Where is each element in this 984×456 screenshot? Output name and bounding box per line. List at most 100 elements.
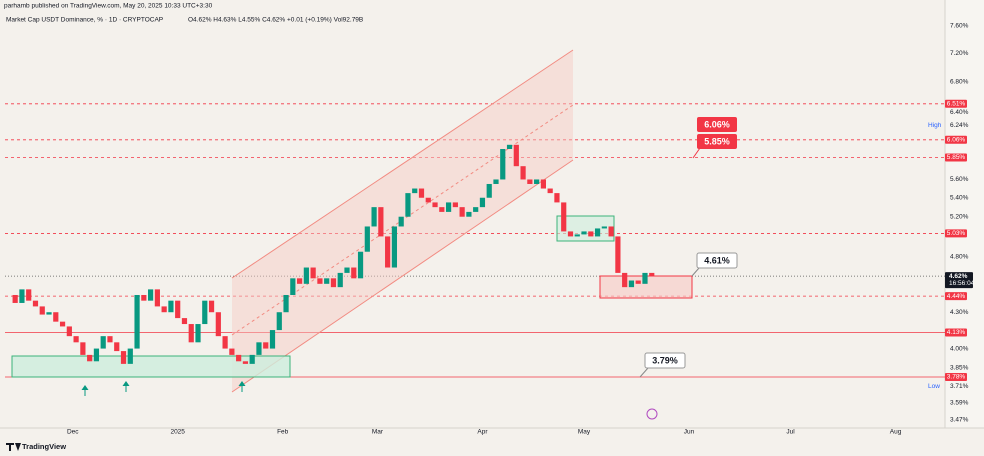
candle (32, 300, 39, 307)
candle (506, 144, 513, 150)
current-label: 4.62% (949, 273, 968, 280)
candle (120, 351, 127, 364)
candle (540, 179, 547, 189)
callout-label: 5.85% (704, 136, 730, 146)
candle (418, 188, 425, 198)
candle (202, 300, 208, 325)
candle (59, 321, 66, 327)
y-tick-label: 7.60% (950, 23, 969, 30)
candle (236, 354, 242, 362)
level-label: 4.13% (947, 329, 966, 336)
support-box (11, 355, 291, 378)
candle (622, 272, 628, 288)
candle (93, 348, 100, 362)
candle (445, 202, 452, 212)
candle (513, 144, 519, 167)
candle (615, 236, 621, 273)
level-badge (945, 372, 967, 381)
candle (53, 312, 59, 322)
candle (249, 354, 255, 364)
candle (154, 289, 160, 307)
candle (344, 267, 350, 273)
x-tick-label: Apr (477, 429, 488, 436)
level-badge (945, 153, 967, 162)
candle (324, 278, 330, 284)
candle (425, 197, 431, 203)
candle (12, 294, 18, 303)
candle (242, 361, 249, 364)
level-label: 5.03% (947, 230, 966, 237)
candle (412, 188, 418, 194)
candle (161, 306, 167, 313)
candle (479, 197, 486, 208)
channel-line (231, 159, 574, 393)
x-tick-label: Jul (786, 429, 795, 436)
candle (114, 342, 120, 352)
candle (39, 306, 45, 315)
candle (459, 207, 465, 217)
candle (473, 207, 479, 212)
level-badge (945, 328, 967, 337)
candle (215, 312, 221, 337)
candle (148, 289, 154, 301)
candle (364, 226, 370, 252)
candle (66, 326, 72, 337)
candle (195, 324, 201, 343)
y-tick-label: 4.30% (950, 309, 969, 316)
candle (385, 236, 391, 268)
candle (371, 207, 377, 227)
x-tick-label: Mar (372, 429, 384, 436)
candle (527, 179, 533, 184)
candle (208, 300, 215, 313)
level-label: 6.06% (947, 137, 966, 144)
x-tick-label: 2025 (170, 429, 185, 436)
y-tick-label: 5.40% (950, 194, 969, 201)
y-tick-label: 4.00% (950, 345, 969, 352)
candle (263, 342, 269, 349)
candle (134, 294, 140, 349)
candle (26, 289, 32, 301)
candle (357, 251, 364, 279)
y-tick-label: 5.20% (950, 213, 969, 220)
high-name: High (928, 122, 942, 129)
candle (229, 348, 235, 355)
level-label: 5.85% (947, 154, 966, 161)
candle (493, 179, 499, 184)
candle (330, 278, 337, 288)
arrow-icon (122, 381, 130, 392)
channel-line (231, 49, 574, 279)
candle (181, 318, 188, 325)
candle (628, 280, 635, 288)
x-tick-label: May (578, 429, 591, 436)
candle (175, 300, 181, 319)
level-badge (945, 229, 967, 238)
level-label: 4.44% (947, 293, 966, 300)
candle (337, 272, 343, 288)
candle (398, 216, 404, 227)
y-tick-label: 3.59% (950, 400, 969, 407)
arrow-icon (81, 385, 89, 396)
candle (466, 211, 472, 217)
x-tick-label: Jun (684, 429, 695, 436)
candle (635, 280, 641, 284)
candle (520, 166, 526, 180)
current-badge (945, 272, 973, 289)
y-tick-label: 6.40% (950, 109, 969, 116)
candle (581, 231, 587, 235)
callout-pointer (639, 367, 649, 378)
level-label: 6.51% (947, 101, 966, 108)
candle (87, 354, 93, 362)
candle (588, 231, 594, 237)
low-label: 3.71% (950, 383, 969, 390)
candle (290, 278, 296, 295)
candle (486, 183, 492, 198)
brand-logo (6, 443, 21, 451)
event-icon[interactable] (646, 408, 658, 420)
candle (188, 324, 194, 343)
candle (256, 342, 262, 355)
candle (222, 336, 228, 349)
candle (534, 179, 540, 184)
candle (100, 336, 106, 349)
